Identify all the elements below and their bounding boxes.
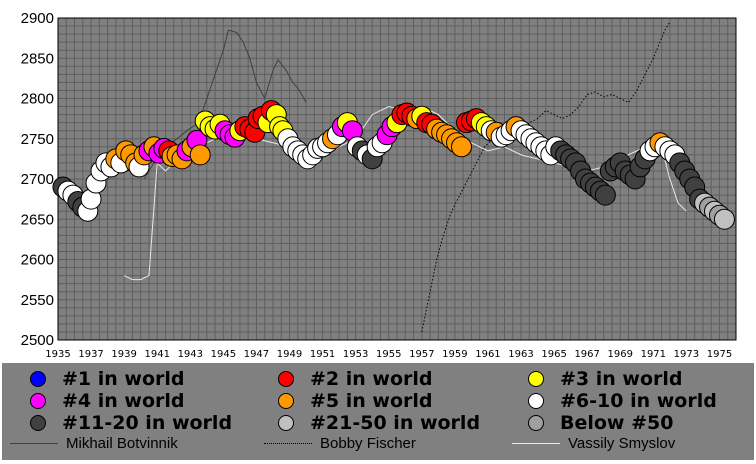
legend-item-rank-2: #2 in world (278, 368, 433, 390)
x-tick-label: 1957 (409, 349, 434, 360)
line-label: Vassily Smyslov (568, 435, 676, 452)
x-tick-label: 1975 (707, 349, 732, 360)
legend-item-rank-1: #1 in world (30, 368, 185, 390)
x-tick-label: 1953 (343, 349, 368, 360)
x-tick-label: 1935 (45, 349, 70, 360)
legend-marker (30, 371, 46, 387)
y-tick-label: 2550 (21, 292, 54, 309)
x-tick-label: 1967 (574, 349, 599, 360)
legend-item-rank-3: #3 in world (528, 368, 683, 390)
y-tick-label: 2750 (21, 131, 54, 148)
legend-label: #3 in world (560, 368, 683, 390)
legend-marker (278, 393, 294, 409)
legend-marker (278, 415, 294, 431)
y-tick-label: 2800 (21, 91, 54, 108)
x-tick-label: 1963 (508, 349, 533, 360)
y-tick-label: 2700 (21, 171, 54, 188)
legend-label: #11-20 in world (62, 412, 233, 434)
legend-item-below-50: Below #50 (528, 412, 673, 434)
legend-label: #6-10 in world (560, 390, 717, 412)
line-label: Bobby Fischer (320, 435, 416, 452)
legend-marker (30, 393, 46, 409)
legend-line-fischer: Bobby Fischer (264, 435, 416, 452)
legend-marker (528, 393, 544, 409)
x-tick-label: 1945 (211, 349, 236, 360)
line-swatch (512, 443, 560, 444)
legend-item-rank-6-10: #6-10 in world (528, 390, 717, 412)
legend-item-rank-11-20: #11-20 in world (30, 412, 232, 434)
x-tick-label: 1947 (244, 349, 269, 360)
legend: #1 in world #2 in world #3 in world #4 i… (2, 363, 754, 460)
rating-points (52, 100, 735, 230)
series-line-bobby-fischer (421, 21, 671, 333)
data-point (450, 136, 472, 158)
legend-marker (528, 371, 544, 387)
legend-label: #4 in world (62, 390, 185, 412)
x-tick-label: 1943 (178, 349, 203, 360)
x-tick-label: 1939 (111, 349, 136, 360)
legend-label: #21-50 in world (310, 412, 481, 434)
y-axis: 2900 2850 2800 2750 2700 2650 2600 2550 2500 (21, 10, 54, 349)
y-tick-label: 2600 (21, 252, 54, 269)
legend-marker (528, 415, 544, 431)
x-tick-label: 1941 (144, 349, 169, 360)
legend-item-rank-21-50: #21-50 in world (278, 412, 480, 434)
legend-item-rank-4: #4 in world (30, 390, 185, 412)
line-label: Mikhail Botvinnik (66, 435, 178, 452)
x-axis: 1935 1937 1939 1941 1943 1945 1947 1949 1951 1953… (45, 349, 732, 360)
x-tick-label: 1969 (608, 349, 633, 360)
legend-line-smyslov: Vassily Smyslov (512, 435, 675, 452)
legend-item-rank-5: #5 in world (278, 390, 433, 412)
x-tick-label: 1961 (475, 349, 500, 360)
legend-marker (30, 415, 46, 431)
x-tick-label: 1951 (310, 349, 335, 360)
series-line-mikhail-botvinnik (143, 29, 307, 180)
x-tick-label: 1949 (277, 349, 302, 360)
data-point (189, 144, 211, 166)
x-tick-label: 1959 (442, 349, 467, 360)
legend-line-botvinnik: Mikhail Botvinnik (10, 435, 178, 452)
x-tick-label: 1937 (78, 349, 103, 360)
x-tick-label: 1965 (541, 349, 566, 360)
y-tick-label: 2650 (21, 211, 54, 228)
x-tick-label: 1971 (641, 349, 666, 360)
x-tick-label: 1973 (674, 349, 699, 360)
line-swatch (264, 443, 312, 444)
y-tick-label: 2900 (21, 10, 54, 27)
legend-label: #5 in world (310, 390, 433, 412)
y-tick-label: 2850 (21, 50, 54, 67)
legend-label: #2 in world (310, 368, 433, 390)
legend-label: #1 in world (62, 368, 185, 390)
y-tick-label: 2500 (21, 332, 54, 349)
legend-label: Below #50 (560, 412, 674, 434)
x-tick-label: 1955 (376, 349, 401, 360)
data-point (713, 208, 735, 230)
data-point (594, 184, 616, 206)
line-swatch (10, 443, 58, 444)
legend-marker (278, 371, 294, 387)
